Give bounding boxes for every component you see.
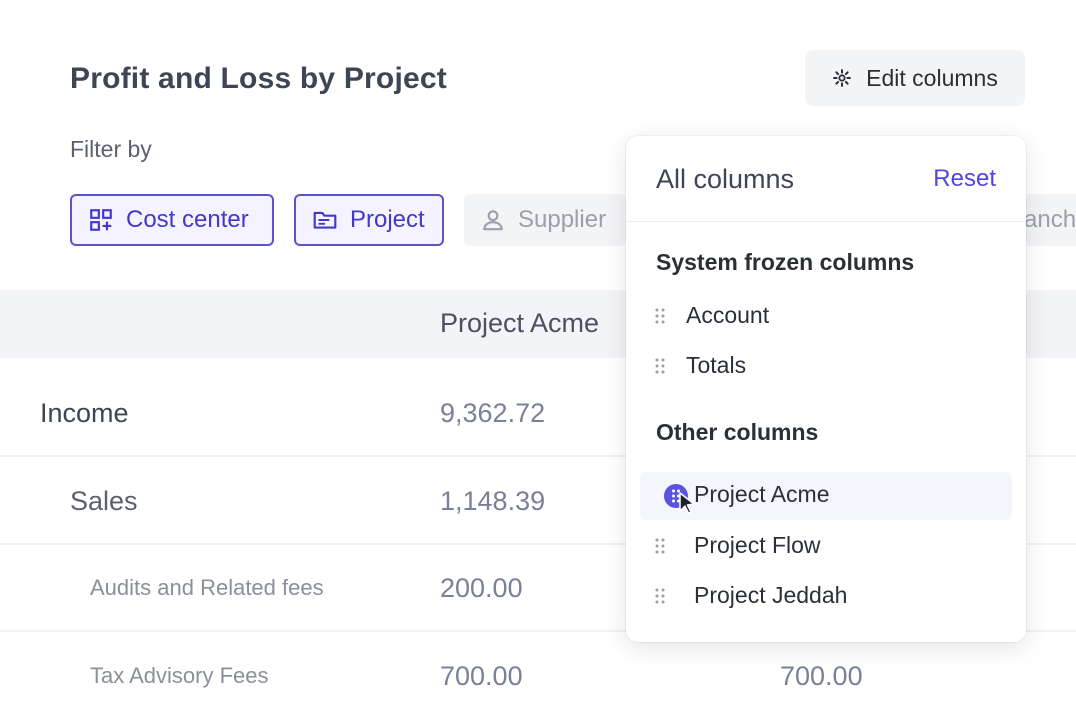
filter-by-label: Filter by — [70, 136, 152, 162]
user-icon — [483, 210, 503, 231]
filter-chip-label: Cost center — [126, 206, 249, 233]
page-title: Profit and Loss by Project — [70, 62, 447, 95]
filter-chip-label: Project — [350, 206, 425, 233]
column-item-project-acme[interactable]: Project Acme — [640, 472, 1012, 520]
drag-handle-icon[interactable] — [654, 587, 666, 605]
row-label: Sales — [70, 486, 138, 516]
column-item-project-flow[interactable]: Project Flow — [626, 523, 1026, 571]
cell-value: 700.00 — [440, 661, 523, 691]
column-item-totals[interactable]: Totals — [626, 343, 1026, 391]
reset-button[interactable]: Reset — [933, 165, 996, 192]
mouse-cursor-icon — [679, 492, 695, 514]
other-columns-heading: Other columns — [656, 419, 819, 445]
edit-columns-label: Edit columns — [866, 64, 998, 91]
column-item-label: Project Flow — [694, 532, 821, 558]
row-label: Income — [40, 398, 129, 428]
cell-value: 1,148.39 — [440, 486, 546, 516]
row-label: Audits and Related fees — [90, 575, 324, 600]
cell-value: 200.00 — [440, 573, 523, 603]
panel-divider — [626, 221, 1026, 222]
filter-chip-label: ranch — [1016, 206, 1076, 233]
gear-icon — [833, 69, 852, 87]
column-item-label: Totals — [686, 352, 747, 378]
filter-chip-supplier[interactable]: Supplier — [464, 194, 626, 246]
column-item-label: Project Acme — [694, 481, 830, 507]
column-item-account[interactable]: Account — [626, 293, 1026, 341]
row-label: Tax Advisory Fees — [90, 663, 269, 688]
drag-handle-icon[interactable] — [654, 307, 666, 325]
drag-handle-icon[interactable] — [654, 357, 666, 375]
drag-handle-icon[interactable] — [654, 537, 666, 555]
row-divider — [0, 630, 1076, 632]
cell-value: 9,362.72 — [440, 398, 546, 428]
row-divider — [0, 455, 1076, 457]
filter-chip-label: Supplier — [518, 206, 607, 233]
panel-title: All columns — [656, 164, 795, 194]
column-header: Project Acme — [440, 308, 600, 338]
column-item-label: Account — [686, 302, 770, 328]
column-item-project-jeddah[interactable]: Project Jeddah — [626, 573, 1026, 621]
column-item-label: Project Jeddah — [694, 582, 848, 608]
folder-icon — [313, 211, 337, 229]
cost-center-icon — [90, 209, 112, 231]
edit-columns-button[interactable]: Edit columns — [805, 50, 1025, 106]
cell-value: 700.00 — [780, 661, 863, 691]
row-divider — [0, 543, 1076, 545]
frozen-columns-heading: System frozen columns — [656, 249, 915, 275]
filter-chip-project[interactable]: Project — [294, 194, 444, 246]
columns-panel: All columns Reset System frozen columns … — [626, 136, 1026, 642]
filter-chip-cost-center[interactable]: Cost center — [70, 194, 274, 246]
